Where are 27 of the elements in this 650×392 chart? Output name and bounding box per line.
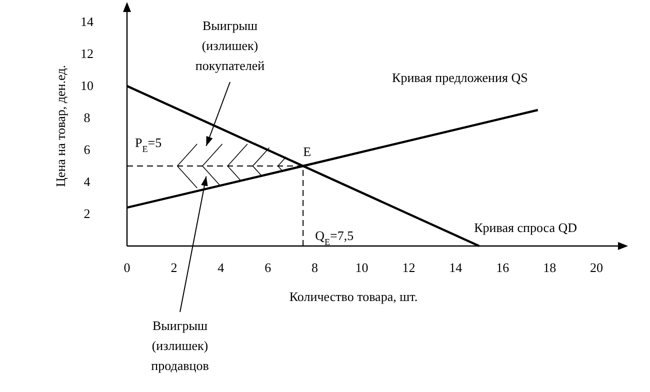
x-tick-label: 4 (218, 260, 225, 275)
x-tick-label: 0 (124, 260, 130, 275)
y-tick-label: 12 (80, 46, 94, 61)
y-tick-label: 6 (84, 142, 91, 157)
text: Кривая предложения QS (392, 70, 528, 85)
y-tick-label: 10 (80, 78, 94, 93)
ref-line-label: P$_{E}$=5 (135, 135, 162, 154)
series-label: Кривая спроса QD (474, 220, 578, 235)
x-tick-label: 8 (312, 260, 318, 275)
x-tick-label: 14 (449, 260, 463, 275)
y-tick-label: 14 (80, 14, 94, 29)
text: Выигрыш (излишек) продавцов (151, 318, 209, 373)
y-tick-label: 8 (84, 110, 90, 125)
x-tick-label: 6 (264, 260, 272, 275)
annotation: Выигрыш (излишек) покупателей (195, 18, 265, 73)
x-tick-label: 10 (355, 260, 368, 275)
y-axis-title: Цена на товар, ден.ед. (53, 65, 68, 187)
x-tick-label: 2 (170, 260, 178, 275)
x-tick-label: 18 (543, 260, 556, 275)
x-axis-title: Количество товара, шт. (289, 289, 418, 304)
annotation: E (303, 144, 312, 159)
x-tick-label: 16 (496, 260, 510, 275)
x-tick-label: 12 (402, 260, 416, 275)
y-tick-label: 2 (84, 206, 90, 221)
y-tick-label: 4 (84, 174, 91, 189)
ref-line-label: Q$_{E}$=7,5 (315, 228, 354, 247)
x-tick-label: 20 (590, 260, 604, 275)
